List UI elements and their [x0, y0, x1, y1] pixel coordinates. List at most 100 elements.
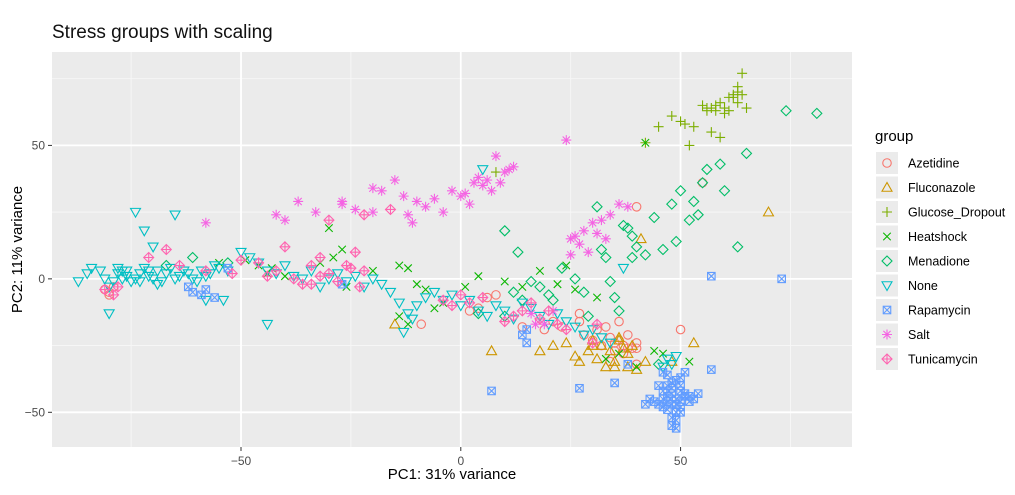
- point-salt: [367, 207, 378, 218]
- point-tunicamycin: [226, 267, 238, 280]
- legend-item-menadione: Menadione: [876, 250, 970, 272]
- point-salt: [614, 199, 625, 210]
- point-menadione: [472, 307, 485, 320]
- point-fluconazole: [533, 344, 546, 356]
- point-salt: [565, 233, 576, 244]
- point-tunicamycin: [498, 315, 511, 328]
- point-none: [476, 165, 489, 176]
- point-none: [331, 269, 344, 280]
- legend-symbol-azetidine: [882, 158, 892, 168]
- point-fluconazole: [591, 352, 604, 364]
- point-menadione: [780, 104, 792, 117]
- point-salt: [600, 233, 611, 244]
- point-glucose-dropout: [715, 132, 726, 143]
- point-rapamycin: [671, 375, 681, 385]
- point-none: [402, 309, 414, 320]
- point-menadione: [547, 294, 559, 306]
- point-menadione: [507, 286, 520, 298]
- point-tunicamycin: [200, 265, 212, 277]
- x-tick-label: −50: [231, 454, 252, 468]
- point-glucose-dropout: [737, 89, 748, 100]
- point-rapamycin: [210, 293, 219, 302]
- point-heatshock: [601, 354, 610, 364]
- point-glucose-dropout: [679, 119, 690, 130]
- legend-symbol-menadione: [881, 255, 893, 267]
- point-menadione: [666, 198, 678, 210]
- point-none: [177, 266, 190, 277]
- point-none: [375, 279, 388, 291]
- legend-item-rapamycin: Rapamycin: [876, 299, 971, 321]
- point-tunicamycin: [287, 273, 300, 285]
- x-tick-label: 50: [674, 454, 688, 468]
- point-rapamycin: [663, 391, 672, 401]
- point-heatshock: [474, 272, 483, 281]
- point-rapamycin: [663, 405, 672, 414]
- point-none: [393, 298, 406, 309]
- legend-label: Azetidine: [908, 157, 959, 171]
- legend-key: [876, 250, 898, 272]
- point-menadione: [600, 251, 612, 264]
- legend-title: group: [875, 128, 913, 145]
- point-salt: [376, 185, 387, 196]
- point-menadione: [525, 275, 537, 288]
- point-none: [397, 327, 410, 339]
- point-salt: [473, 172, 484, 183]
- point-menadione: [657, 243, 669, 256]
- point-tunicamycin: [331, 275, 344, 288]
- point-none: [243, 253, 256, 264]
- point-glucose-dropout: [728, 92, 739, 103]
- point-none: [138, 263, 151, 275]
- point-none: [72, 277, 85, 288]
- point-none: [111, 269, 124, 280]
- point-heatshock: [421, 285, 430, 294]
- point-rapamycin: [575, 383, 584, 393]
- point-heatshock: [324, 224, 334, 233]
- point-azetidine: [614, 316, 624, 327]
- point-rapamycin: [676, 373, 685, 382]
- x-axis-label: PC1: 31% variance: [388, 466, 516, 483]
- point-fluconazole: [608, 360, 621, 372]
- point-rapamycin: [522, 338, 532, 348]
- point-rapamycin: [188, 287, 197, 297]
- point-none: [446, 290, 458, 301]
- point-heatshock: [570, 285, 580, 294]
- legend-key: [876, 274, 898, 297]
- point-tunicamycin: [142, 251, 155, 264]
- point-glucose-dropout: [719, 103, 730, 114]
- point-salt: [565, 249, 576, 260]
- point-tunicamycin: [345, 262, 357, 274]
- point-salt: [200, 217, 211, 228]
- point-menadione: [622, 222, 634, 234]
- point-none: [81, 269, 94, 280]
- point-none: [595, 333, 608, 344]
- point-menadione: [595, 243, 608, 256]
- point-none: [147, 274, 160, 285]
- legend-label: Menadione: [908, 255, 970, 269]
- point-none: [235, 247, 247, 259]
- point-rapamycin: [667, 378, 677, 388]
- point-none: [366, 274, 379, 285]
- point-salt: [460, 188, 471, 199]
- point-tunicamycin: [534, 313, 546, 325]
- point-rapamycin: [667, 399, 677, 409]
- legend-item-none: None: [876, 274, 938, 297]
- point-rapamycin: [676, 386, 685, 396]
- point-azetidine: [416, 319, 427, 330]
- point-salt: [508, 161, 519, 172]
- point-rapamycin: [693, 389, 703, 398]
- point-none: [551, 309, 564, 320]
- point-heatshock: [395, 261, 404, 270]
- point-none: [472, 306, 485, 317]
- legend-label: Salt: [908, 328, 930, 342]
- point-menadione: [626, 230, 638, 242]
- point-glucose-dropout: [490, 167, 501, 178]
- point-rapamycin: [671, 416, 681, 425]
- point-tunicamycin: [586, 337, 599, 349]
- point-fluconazole: [595, 339, 608, 350]
- point-salt: [337, 196, 348, 207]
- point-heatshock: [430, 304, 439, 313]
- point-salt: [411, 196, 422, 207]
- point-menadione: [556, 262, 568, 274]
- point-tunicamycin: [551, 318, 564, 331]
- point-salt: [530, 319, 541, 330]
